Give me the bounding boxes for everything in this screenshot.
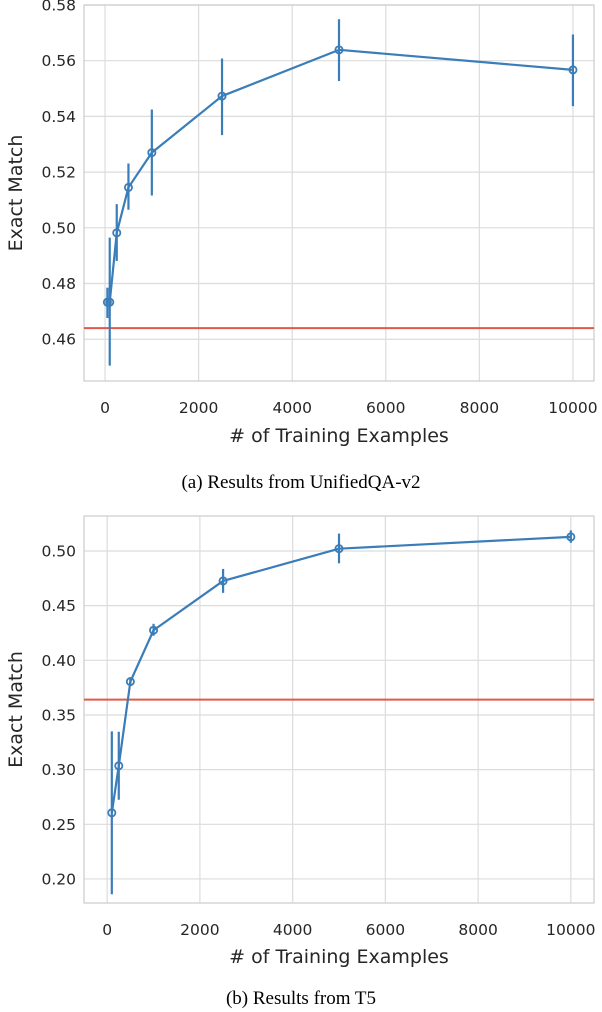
chart-panel-b: 0 2000 4000 6000 8000 10000 0.20 0.25 0.30 0.35 0.… xyxy=(5,515,595,1009)
y-tick-label: 0.45 xyxy=(41,597,76,615)
y-tick-label: 0.54 xyxy=(41,108,76,126)
data-point xyxy=(568,65,578,75)
data-point xyxy=(217,91,227,101)
x-tick-label: 2000 xyxy=(179,399,218,417)
y-tick-label: 0.50 xyxy=(41,542,76,560)
plot-frame xyxy=(83,4,595,382)
x-tick-label: 0 xyxy=(102,921,112,939)
x-tick-label: 4000 xyxy=(272,399,311,417)
plot-frame xyxy=(83,515,595,904)
data-point xyxy=(566,532,576,542)
data-point xyxy=(334,544,344,554)
data-point xyxy=(149,625,159,635)
y-tick-label: 0.50 xyxy=(41,219,76,237)
y-tick-label: 0.58 xyxy=(41,0,76,15)
y-tick-label: 0.48 xyxy=(41,275,76,293)
x-tick-label: 2000 xyxy=(180,921,219,939)
x-tick-label: 6000 xyxy=(366,399,405,417)
data-point xyxy=(107,808,117,818)
x-axis-label: # of Training Examples xyxy=(229,425,449,447)
y-tick-label: 0.20 xyxy=(41,870,76,888)
chart-panel-a: 0 2000 4000 6000 8000 10000 0.46 0.48 0.50 0.52 0.… xyxy=(5,0,598,493)
data-point xyxy=(334,45,344,55)
y-axis-label: Exact Match xyxy=(5,135,27,252)
figure-caption: (b) Results from T5 xyxy=(226,988,376,1009)
figure-caption: (a) Results from UnifiedQA-v2 xyxy=(181,472,420,493)
x-axis-label: # of Training Examples xyxy=(229,946,449,968)
data-point xyxy=(123,182,133,192)
x-tick-label: 8000 xyxy=(458,921,497,939)
x-tick-label: 8000 xyxy=(460,399,499,417)
y-axis-label: Exact Match xyxy=(5,651,27,768)
y-tick-label: 0.25 xyxy=(41,816,76,834)
y-tick-label: 0.40 xyxy=(41,652,76,670)
series-line xyxy=(110,535,571,813)
y-tick-label: 0.30 xyxy=(41,761,76,779)
x-tick-label: 10000 xyxy=(548,399,597,417)
data-point xyxy=(218,576,228,586)
x-tick-label: 0 xyxy=(100,399,110,417)
series-line xyxy=(107,48,574,304)
data-point xyxy=(105,297,115,307)
x-tick-label: 6000 xyxy=(366,921,405,939)
y-tick-label: 0.52 xyxy=(41,164,76,182)
y-tick-label: 0.46 xyxy=(41,331,76,349)
data-point xyxy=(125,677,135,687)
x-tick-label: 10000 xyxy=(546,921,595,939)
y-tick-label: 0.35 xyxy=(41,706,76,724)
data-point xyxy=(114,761,124,771)
data-point xyxy=(112,228,122,238)
y-tick-label: 0.56 xyxy=(41,52,76,70)
x-tick-label: 4000 xyxy=(273,921,312,939)
data-point xyxy=(147,148,157,158)
